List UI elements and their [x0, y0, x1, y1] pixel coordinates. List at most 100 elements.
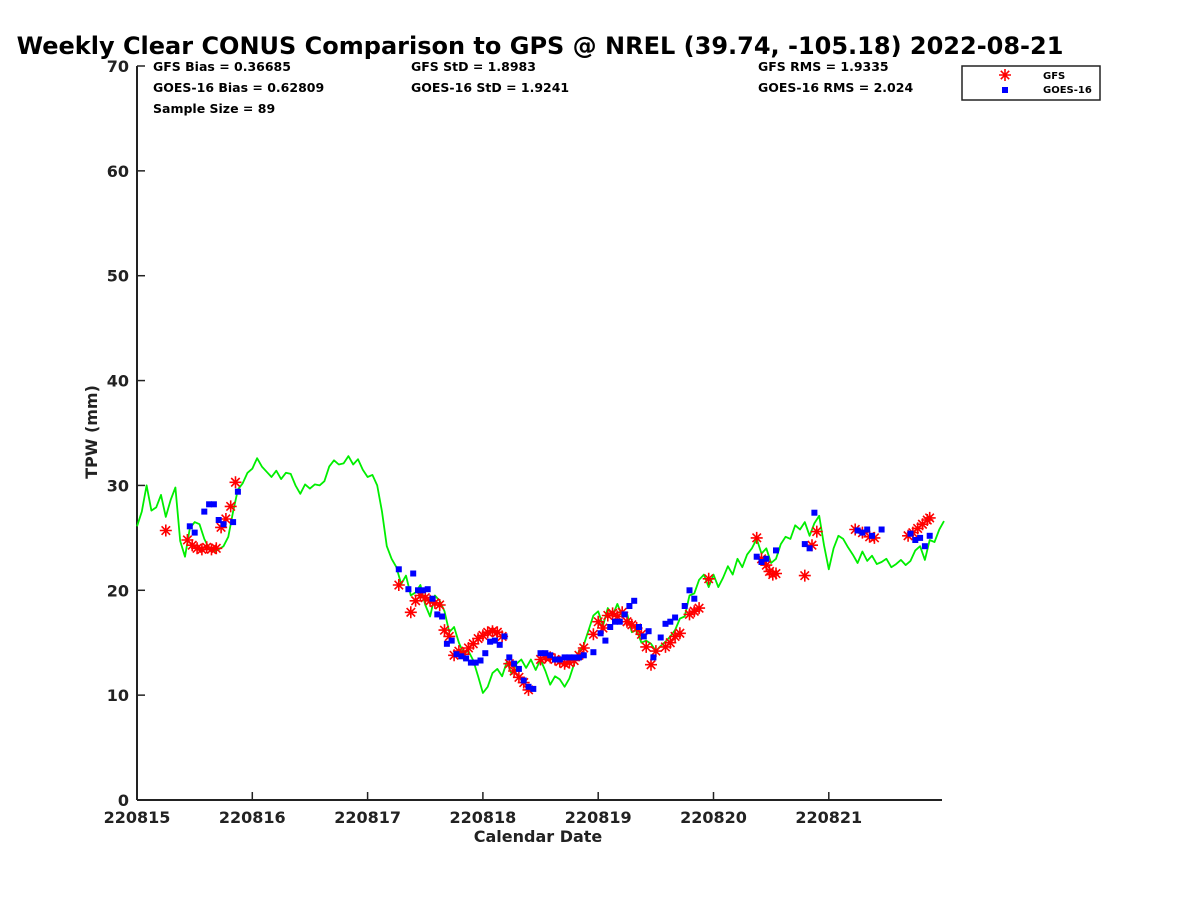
gfs-point	[476, 629, 489, 642]
gfs-point	[534, 653, 547, 666]
goes16-point	[515, 665, 522, 672]
goes16-point	[763, 555, 770, 562]
legend-gfs-label: GFS	[1043, 71, 1065, 82]
gfs-point	[798, 569, 811, 582]
goes16-series	[186, 488, 933, 692]
goes16-point	[597, 630, 604, 637]
legend-gfs-marker	[999, 69, 1011, 81]
gfs-point	[452, 645, 465, 658]
goes16-point	[681, 603, 688, 609]
gfs-point	[224, 500, 237, 513]
stat-label: GFS StD = 1.8983	[411, 59, 536, 74]
goes16-point	[201, 508, 208, 515]
y-tick-label: 0	[118, 791, 129, 810]
gfs-point	[664, 636, 677, 649]
y-tick-label: 70	[107, 57, 129, 76]
goes16-point	[501, 633, 508, 640]
gfs-point	[438, 624, 451, 637]
goes16-point	[487, 638, 494, 645]
goes16-point	[801, 541, 808, 548]
goes16-point	[859, 529, 866, 536]
goes16-point	[662, 620, 669, 627]
gfs-point	[911, 522, 924, 535]
goes16-point	[230, 519, 237, 526]
stat-label: GFS RMS = 1.9335	[758, 59, 889, 74]
goes16-point	[561, 654, 568, 661]
gfs-point	[611, 610, 624, 623]
gfs-point	[640, 640, 653, 653]
gfs-point	[806, 539, 818, 552]
stat-label: GOES-16 StD = 1.9241	[411, 80, 569, 95]
stat-label: GOES-16 RMS = 2.024	[758, 80, 913, 95]
goes16-point	[556, 656, 563, 663]
goes16-point	[405, 586, 412, 593]
gfs-point	[563, 656, 576, 669]
goes16-point	[566, 654, 573, 661]
gfs-point	[195, 543, 208, 556]
goes16-point	[631, 597, 638, 604]
gfs-point	[419, 591, 432, 604]
goes16-point	[672, 614, 679, 621]
gfs-point	[673, 627, 686, 640]
goes16-point	[537, 650, 544, 657]
gfs-point	[568, 654, 581, 667]
goes16-point	[520, 677, 527, 684]
gfs-point	[181, 534, 194, 546]
gfs-point	[229, 476, 242, 489]
goes16-point	[458, 653, 465, 660]
gfs-point	[770, 567, 782, 580]
goes16-point	[650, 654, 657, 661]
goes16-point	[434, 611, 441, 618]
chart-title: Weekly Clear CONUS Comparison to GPS @ N…	[17, 32, 1064, 60]
goes16-point	[472, 659, 479, 666]
y-tick-label: 10	[107, 686, 129, 705]
gfs-point	[433, 599, 446, 611]
goes16-point	[410, 570, 417, 577]
goes16-point	[926, 532, 933, 539]
goes16-point	[415, 587, 421, 594]
goes16-point	[912, 537, 919, 543]
goes16-point	[864, 526, 871, 533]
goes16-point	[467, 659, 474, 666]
gfs-point	[219, 513, 232, 525]
goes16-point	[477, 657, 484, 664]
axes: 0 10 20 30 40 50 60 70 220815 220816 220817 220818 2…	[104, 57, 942, 827]
gfs-point	[558, 657, 571, 670]
gfs-point	[601, 609, 614, 622]
gfs-point	[159, 524, 172, 537]
goes16-point	[590, 649, 597, 656]
gfs-point	[766, 568, 779, 581]
goes16-point	[621, 611, 628, 618]
goes16-point	[506, 654, 513, 661]
gfs-point	[587, 628, 600, 641]
goes16-point	[773, 547, 779, 554]
goes16-point	[552, 656, 558, 663]
goes16-point	[806, 545, 813, 552]
statistics-block: GFS Bias = 0.36685 GFS StD = 1.8983 GFS RM…	[153, 59, 913, 116]
gfs-point	[428, 596, 441, 609]
goes16-point	[691, 595, 698, 602]
goes16-point	[186, 523, 193, 530]
goes16-point	[571, 654, 578, 661]
goes16-point	[878, 526, 885, 533]
gfs-point	[750, 531, 763, 544]
goes16-point	[636, 624, 642, 630]
gfs-point	[760, 559, 773, 572]
goes16-point	[640, 633, 647, 640]
gfs-point	[462, 642, 475, 654]
gfs-point	[467, 637, 480, 650]
gfs-point	[186, 539, 199, 552]
goes16-point	[580, 652, 587, 659]
goes16-point	[453, 651, 460, 658]
x-tick-label: 220817	[334, 808, 401, 827]
gfs-point	[592, 615, 605, 628]
gfs-point	[597, 622, 609, 634]
gfs-point	[810, 525, 823, 538]
gfs-point	[755, 552, 768, 565]
goes16-point	[626, 603, 633, 609]
gfs-point	[491, 626, 504, 639]
gfs-point	[669, 630, 682, 643]
gfs-point	[659, 640, 672, 653]
